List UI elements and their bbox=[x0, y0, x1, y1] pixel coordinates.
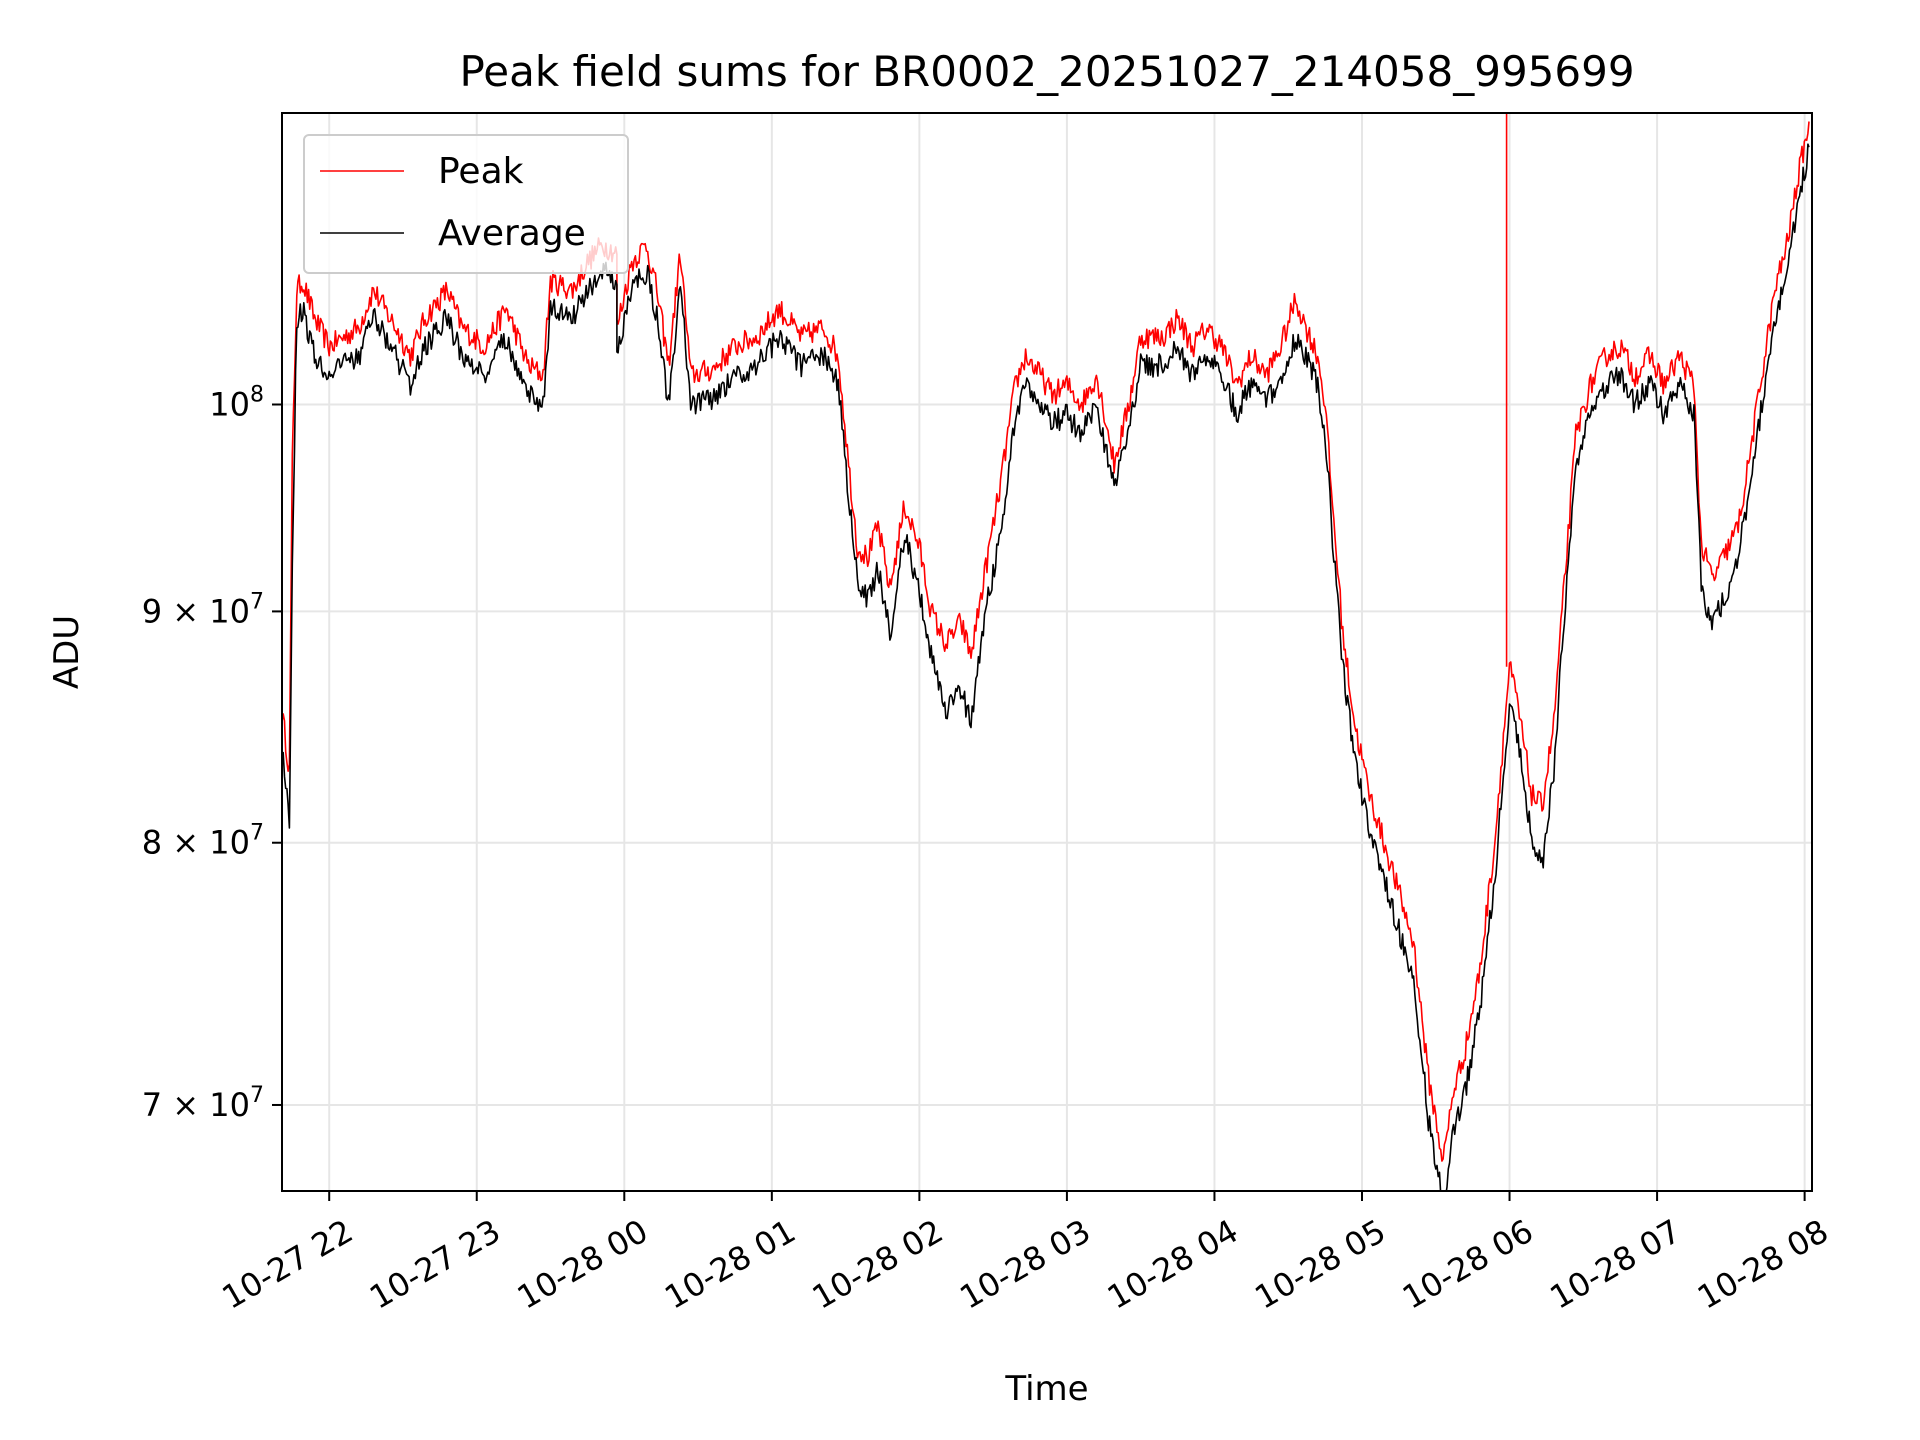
y-tick-exponent: 7 bbox=[250, 821, 264, 846]
y-tick-exponent: 7 bbox=[250, 1083, 264, 1108]
legend: Peak Average bbox=[303, 134, 629, 274]
series-layer bbox=[282, 113, 1810, 1191]
y-tick-base: 7 × 10 bbox=[142, 1086, 250, 1124]
legend-label-average: Average bbox=[438, 213, 586, 254]
y-tick-label: 9 × 107 bbox=[142, 589, 264, 630]
legend-label-peak: Peak bbox=[438, 151, 524, 192]
x-axis-label: Time bbox=[1004, 1369, 1088, 1409]
y-tick-base: 9 × 10 bbox=[142, 592, 250, 630]
y-tick-label: 7 × 107 bbox=[142, 1083, 264, 1124]
y-tick-label: 8 × 107 bbox=[142, 821, 264, 862]
y-tick-label: 108 bbox=[209, 382, 264, 423]
chart-title: Peak field sums for BR0002_20251027_2140… bbox=[459, 47, 1634, 96]
y-tick-base: 10 bbox=[209, 385, 250, 423]
plot-frame bbox=[281, 112, 1813, 1192]
series-line-peak bbox=[282, 121, 1810, 1162]
y-tick-exponent: 8 bbox=[250, 382, 264, 407]
grid bbox=[282, 113, 1812, 1191]
y-tick-exponent: 7 bbox=[250, 589, 264, 614]
legend-box bbox=[303, 134, 629, 274]
y-tick-base: 8 × 10 bbox=[142, 824, 250, 862]
series-line-average bbox=[282, 143, 1810, 1191]
y-axis-label: ADU bbox=[47, 615, 87, 689]
